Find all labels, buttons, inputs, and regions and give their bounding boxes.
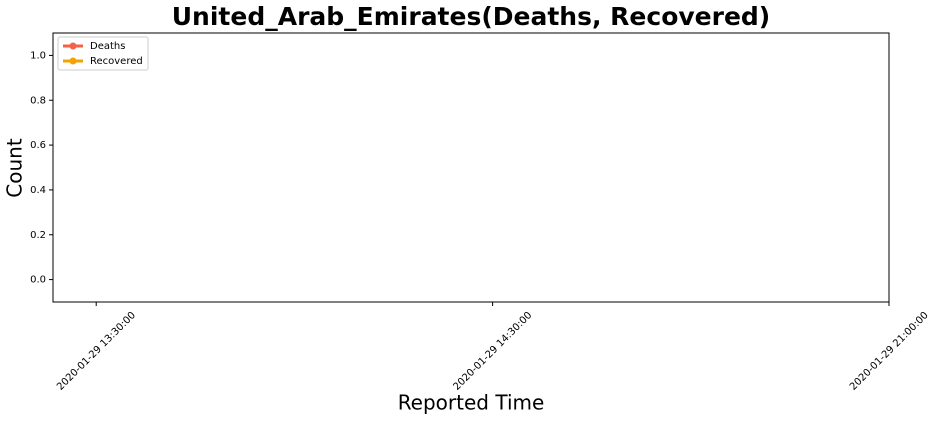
y-tick-label: 0.0 (30, 275, 46, 286)
chart-title: United_Arab_Emirates(Deaths, Recovered) (172, 2, 771, 31)
legend-marker (69, 57, 77, 65)
legend-label: Deaths (90, 41, 125, 52)
y-axis-label: Count (3, 138, 27, 198)
y-tick-label: 0.2 (30, 230, 46, 241)
x-axis-label: Reported Time (398, 391, 545, 415)
legend-marker (69, 42, 77, 50)
plot-frame (52, 32, 890, 303)
y-tick-label: 1.0 (30, 50, 46, 61)
y-tick-label: 0.6 (30, 140, 46, 151)
y-tick-label: 0.8 (30, 95, 46, 106)
legend-label: Recovered (90, 56, 143, 67)
y-tick-label: 0.4 (30, 185, 46, 196)
